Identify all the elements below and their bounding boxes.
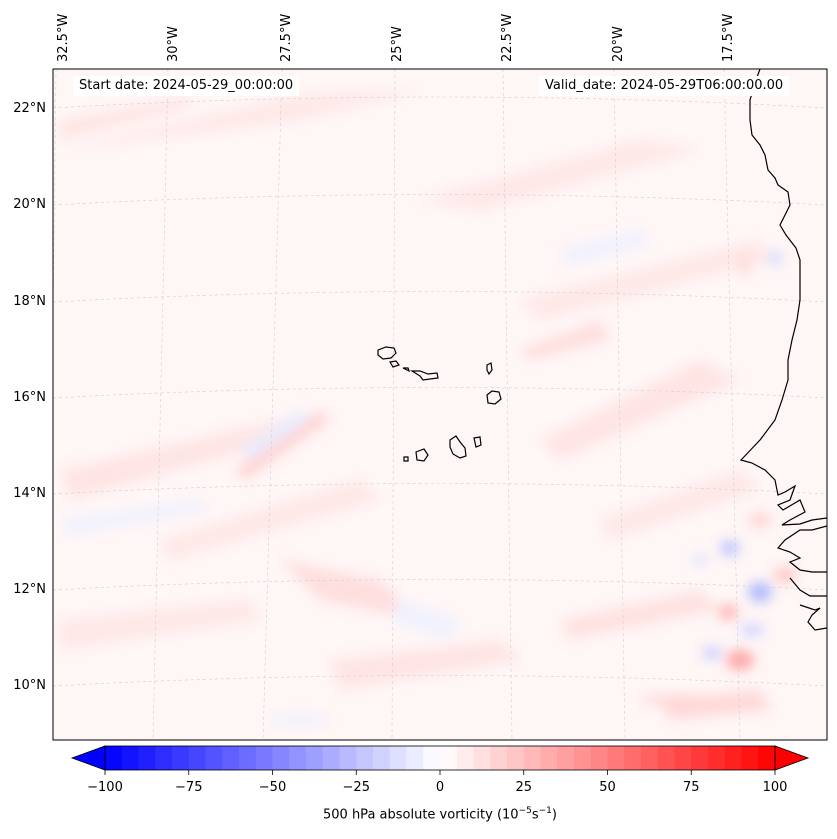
colorbar-segment	[423, 746, 441, 770]
coastline	[377, 69, 827, 631]
colorbar-segment	[590, 746, 608, 770]
colorbar-segment	[272, 746, 290, 770]
colorbar-segment	[255, 746, 273, 770]
island-sal	[486, 362, 493, 376]
colorbar-segment	[507, 746, 525, 770]
colorbar-tick-label: −50	[259, 780, 286, 795]
lat-label: 22°N	[13, 101, 46, 116]
colorbar-tick-label: 100	[763, 780, 788, 795]
lat-label: 20°N	[13, 197, 46, 212]
colorbar-label: 500 hPa absolute vorticity (10−5s−1)	[0, 806, 837, 822]
colorbar-label-exp1: −5	[518, 806, 532, 816]
lat-label: 14°N	[13, 486, 46, 501]
island-fogo	[415, 448, 429, 462]
lon-label: 20°W	[611, 26, 626, 62]
colorbar-segment	[406, 746, 424, 770]
colorbar-segment	[657, 746, 675, 770]
colorbar-segment	[188, 746, 206, 770]
lon-label: 25°W	[390, 26, 405, 62]
colorbar-segment	[691, 746, 709, 770]
colorbar-tick-label: 0	[436, 780, 444, 795]
colorbar-tick-label: −25	[343, 780, 370, 795]
colorbar-segment	[708, 746, 726, 770]
island-brava	[403, 456, 409, 462]
colorbar-segments	[105, 746, 776, 770]
island-santiago	[449, 435, 467, 459]
colorbar-segment	[557, 746, 575, 770]
colorbar-segment	[322, 746, 340, 770]
colorbar-segment	[389, 746, 407, 770]
colorbar-segment	[641, 746, 659, 770]
lat-label: 10°N	[13, 678, 46, 693]
graticule	[53, 69, 827, 740]
colorbar-label-exp2: −1	[538, 806, 552, 816]
island-santa-luzia	[402, 367, 411, 373]
colorbar-segment	[339, 746, 357, 770]
colorbar-max-arrow	[774, 745, 810, 771]
africa-coastline-south	[776, 525, 827, 631]
colorbar-segment	[741, 746, 759, 770]
colorbar-label-mid: s	[531, 807, 539, 823]
latitude-labels: 22°N 20°N 18°N 16°N 14°N 12°N 10°N	[13, 101, 46, 693]
colorbar-segment	[155, 746, 173, 770]
lat-label: 18°N	[13, 294, 46, 309]
colorbar-segment	[440, 746, 458, 770]
colorbar-segment	[205, 746, 223, 770]
island-maio	[473, 436, 482, 448]
colorbar-segment	[373, 746, 391, 770]
colorbar-segment	[674, 746, 692, 770]
lat-label: 12°N	[13, 582, 46, 597]
colorbar-tick-label: −75	[175, 780, 202, 795]
colorbar-segment	[473, 746, 491, 770]
colorbar-label-suffix: )	[551, 807, 557, 823]
colorbar-tick-label: −100	[87, 780, 123, 795]
colorbar-tick-label: 25	[515, 780, 532, 795]
valid-date-label: Valid_date: 2024-05-29T06:00:00.00	[539, 76, 790, 96]
colorbar-segment	[624, 746, 642, 770]
colorbar-segment	[172, 746, 190, 770]
lon-label: 27.5°W	[279, 14, 294, 62]
colorbar-min-arrow	[70, 745, 106, 771]
colorbar-segment	[607, 746, 625, 770]
colorbar-ticks	[104, 770, 776, 775]
map-frame	[52, 68, 828, 741]
colorbar-label-prefix: 500 hPa absolute vorticity (10	[323, 807, 519, 823]
africa-coastline	[739, 69, 827, 526]
lon-label: 17.5°W	[721, 14, 736, 62]
colorbar-segment	[758, 746, 776, 770]
lon-label: 22.5°W	[500, 14, 515, 62]
lon-label: 32.5°W	[56, 14, 71, 62]
colorbar-segment	[105, 746, 123, 770]
colorbar-segment	[222, 746, 240, 770]
island-boa-vista	[486, 390, 502, 405]
colorbar-segment	[356, 746, 374, 770]
vorticity-field	[53, 69, 827, 740]
colorbar-segment	[138, 746, 156, 770]
island-sao-nicolau	[409, 370, 439, 381]
island-sao-vicente	[389, 360, 400, 368]
longitude-labels: 32.5°W 30°W 27.5°W 25°W 22.5°W 20°W 17.5…	[56, 14, 736, 62]
colorbar-segment	[289, 746, 307, 770]
lon-label: 30°W	[166, 26, 181, 62]
colorbar-tick-labels: −100 −75 −50 −25 0 25 50 75 100	[87, 780, 787, 795]
colorbar-segment	[456, 746, 474, 770]
colorbar-segment	[523, 746, 541, 770]
colorbar: −100 −75 −50 −25 0 25 50 75 100	[70, 745, 810, 795]
colorbar-segment	[724, 746, 742, 770]
colorbar-tick-label: 75	[683, 780, 700, 795]
colorbar-segment	[239, 746, 257, 770]
colorbar-segment	[540, 746, 558, 770]
colorbar-segment	[121, 746, 139, 770]
start-date-label: Start date: 2024-05-29_00:00:00	[73, 76, 300, 96]
colorbar-segment	[306, 746, 324, 770]
colorbar-segment	[490, 746, 508, 770]
lat-label: 16°N	[13, 390, 46, 405]
colorbar-segment	[574, 746, 592, 770]
colorbar-tick-label: 50	[599, 780, 616, 795]
island-santo-antao	[377, 346, 397, 360]
